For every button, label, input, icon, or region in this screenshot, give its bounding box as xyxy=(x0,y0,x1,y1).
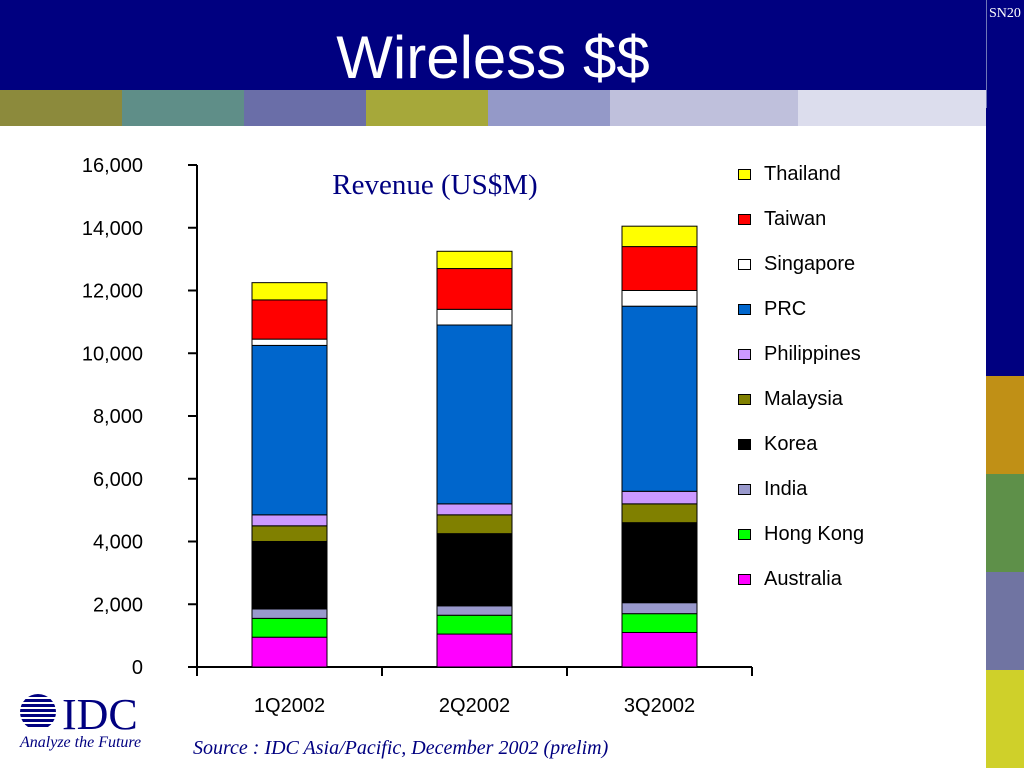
bar-segment-prc xyxy=(251,344,328,516)
bar-segment-singapore xyxy=(621,290,698,307)
y-tick-label: 16,000 xyxy=(82,155,143,177)
stripe-segment xyxy=(488,90,610,126)
y-tick-label: 2,000 xyxy=(93,594,143,616)
legend-item: PRC xyxy=(738,297,806,321)
y-tick-label: 6,000 xyxy=(93,469,143,491)
legend-swatch xyxy=(738,213,751,225)
legend-item: Australia xyxy=(738,567,842,591)
bar-segment-australia xyxy=(251,636,328,668)
legend-item: Korea xyxy=(738,432,817,456)
legend-swatch xyxy=(738,438,751,450)
legend-item: Taiwan xyxy=(738,207,826,231)
bar-segment-prc xyxy=(436,324,513,505)
title-bar: Wireless $$ xyxy=(0,0,986,91)
logo-tagline: Analyze the Future xyxy=(20,734,142,751)
legend-label: PRC xyxy=(764,297,807,320)
legend-swatch xyxy=(738,303,751,315)
y-tick-label: 14,000 xyxy=(82,218,143,240)
x-tick-label: 2Q2002 xyxy=(439,695,510,717)
bar-segment-taiwan xyxy=(621,246,698,291)
legend-label: Korea xyxy=(764,432,818,455)
slide-code: SN20 xyxy=(989,6,1021,21)
side-decoration xyxy=(986,376,1024,768)
idc-logo: IDC Analyze the Future xyxy=(18,690,163,756)
y-tick-label: 10,000 xyxy=(82,343,143,365)
bar-segment-singapore xyxy=(251,338,328,346)
bar-segment-malaysia xyxy=(621,503,698,524)
y-tick-label: 0 xyxy=(132,657,143,679)
legend-item: India xyxy=(738,477,807,501)
bar-segment-korea xyxy=(621,522,698,604)
legend-swatch xyxy=(738,168,751,180)
corner-panel xyxy=(986,0,1024,108)
x-tick-label: 3Q2002 xyxy=(624,695,695,717)
legend-item: Malaysia xyxy=(738,387,843,411)
idc-logo-mark: IDC xyxy=(20,690,138,739)
bar-segment-hong-kong xyxy=(621,613,698,633)
side-block xyxy=(986,376,1024,474)
revenue-chart: Revenue (US$M) 0 2,000 4,000 6,000 8,000 10,00… xyxy=(82,155,753,717)
legend-label: Thailand xyxy=(764,162,841,185)
stripe-segment xyxy=(0,90,122,126)
legend-swatch xyxy=(738,528,751,540)
source-note: Source : IDC Asia/Pacific, December 2002… xyxy=(193,737,609,759)
legend-swatch xyxy=(738,348,751,360)
bar-segment-hong-kong xyxy=(436,614,513,635)
bar-segment-taiwan xyxy=(251,299,328,340)
legend-item: Thailand xyxy=(738,162,841,186)
legend-swatch xyxy=(738,258,751,270)
bar-segment-india xyxy=(621,602,698,615)
stripe-segment xyxy=(244,90,366,126)
legend-label: India xyxy=(764,477,808,500)
bar-segment-philippines xyxy=(436,503,513,516)
legend-label: Philippines xyxy=(764,342,861,365)
bar-segment-philippines xyxy=(251,514,328,527)
slide-title: Wireless $$ xyxy=(336,24,650,91)
globe-icon xyxy=(20,694,56,727)
bar-segment-korea xyxy=(436,533,513,607)
side-block xyxy=(986,572,1024,670)
side-block xyxy=(986,474,1024,572)
bar-segment-korea xyxy=(251,541,328,610)
bar-segment-thailand xyxy=(251,282,328,301)
legend-item: Philippines xyxy=(738,342,861,366)
bar-segment-thailand xyxy=(436,250,513,270)
y-tick-label: 12,000 xyxy=(82,281,143,303)
bar-segment-prc xyxy=(621,305,698,492)
decorative-stripe xyxy=(0,90,986,126)
stripe-segment xyxy=(610,90,798,126)
bar-segment-australia xyxy=(621,631,698,668)
legend-label: Singapore xyxy=(764,252,856,275)
bar-segment-singapore xyxy=(436,308,513,326)
legend-label: Malaysia xyxy=(764,387,843,410)
legend-label: Hong Kong xyxy=(764,522,865,545)
x-tick-label: 1Q2002 xyxy=(254,695,325,717)
idc-logo-text: IDC xyxy=(62,690,138,734)
y-tick-label: 8,000 xyxy=(93,406,143,428)
bar-segment-malaysia xyxy=(436,514,513,535)
stripe-segment xyxy=(122,90,244,126)
legend-swatch xyxy=(738,393,751,405)
stripe-segment xyxy=(798,90,986,126)
legend-label: Taiwan xyxy=(764,207,827,230)
legend-item: Hong Kong xyxy=(738,522,864,546)
side-block xyxy=(986,670,1024,768)
legend-swatch xyxy=(738,483,751,495)
legend-swatch xyxy=(738,573,751,585)
bar-segment-philippines xyxy=(621,490,698,505)
y-tick-label: 4,000 xyxy=(93,532,143,554)
bar-segment-australia xyxy=(436,633,513,668)
chart-title: Revenue (US$M) xyxy=(332,169,537,201)
bar-segment-india xyxy=(251,608,328,619)
bar-segment-malaysia xyxy=(251,525,328,542)
bar-segment-hong-kong xyxy=(251,617,328,638)
legend-label: Australia xyxy=(764,567,842,590)
legend-item: Singapore xyxy=(738,252,855,276)
stripe-segment xyxy=(366,90,488,126)
bar-segment-india xyxy=(436,605,513,616)
bar-segment-taiwan xyxy=(436,268,513,310)
bar-segment-thailand xyxy=(621,225,698,248)
